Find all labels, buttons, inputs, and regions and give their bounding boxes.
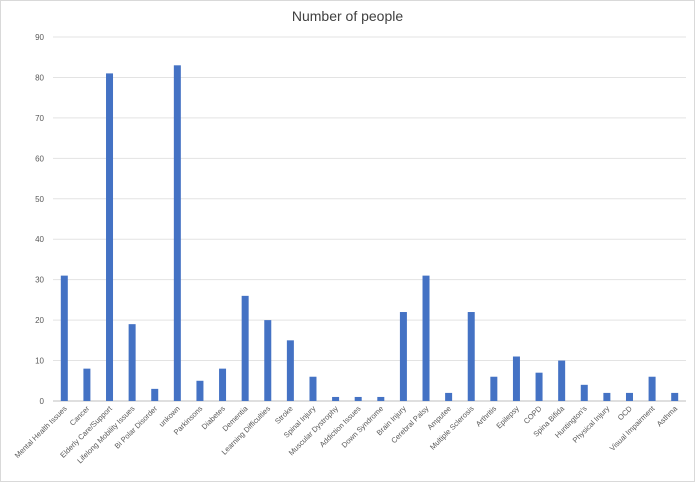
bar-13 [354, 396, 362, 401]
chart-title: Number of people [291, 8, 404, 24]
bar-26 [648, 376, 656, 401]
x-tick-label: Asthma [655, 403, 680, 428]
bar-22 [558, 360, 566, 401]
y-tick-label: 60 [35, 154, 44, 163]
bar-17 [445, 392, 453, 401]
bar-21 [535, 372, 543, 401]
y-tick-label: 90 [35, 33, 44, 42]
bar-10 [286, 340, 294, 401]
bar-2 [106, 73, 114, 402]
bar-23 [580, 384, 588, 401]
bar-3 [128, 324, 136, 401]
bars [60, 65, 679, 402]
x-tick-label: Epilepsy [494, 404, 521, 431]
bar-0 [60, 275, 68, 401]
y-tick-label: 30 [35, 276, 44, 285]
y-tick-label: 70 [35, 114, 44, 123]
bar-27 [671, 392, 679, 401]
bar-6 [196, 380, 204, 401]
bar-9 [264, 320, 272, 401]
bar-4 [151, 388, 159, 401]
gridlines [53, 36, 686, 402]
bar-16 [422, 275, 430, 401]
y-tick-label: 20 [35, 316, 44, 325]
bar-5 [173, 65, 181, 402]
bar-8 [241, 295, 249, 401]
y-tick-label: 40 [35, 235, 44, 244]
y-tick-label: 0 [40, 397, 45, 406]
bar-14 [377, 396, 385, 401]
bar-24 [603, 392, 611, 401]
bar-7 [219, 368, 227, 401]
y-tick-label: 50 [35, 195, 44, 204]
y-axis-ticks: 0 10 20 30 40 50 60 70 80 90 [35, 33, 44, 406]
bar-1 [83, 368, 91, 401]
bar-20 [512, 356, 520, 401]
bar-12 [332, 396, 340, 401]
bar-15 [399, 312, 407, 401]
bar-11 [309, 376, 317, 401]
x-tick-label: OCD [616, 404, 635, 423]
bar-25 [625, 392, 633, 401]
y-tick-label: 10 [35, 357, 44, 366]
bar-18 [467, 312, 475, 401]
bar-19 [490, 376, 498, 401]
y-tick-label: 80 [35, 73, 44, 82]
